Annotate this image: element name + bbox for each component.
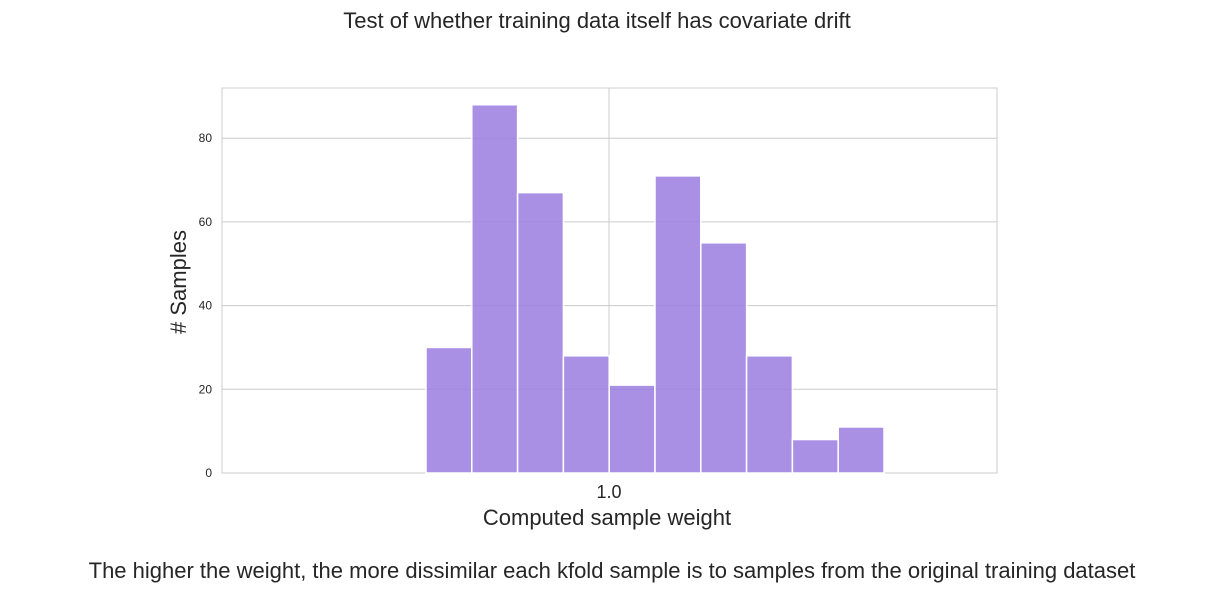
histogram-bar-6 [654, 175, 702, 474]
y-tick-label: 0 [205, 466, 212, 480]
y-tick-label: 40 [199, 299, 213, 313]
histogram-bar-3 [516, 191, 565, 474]
histogram-bars [425, 103, 885, 474]
y-tick-label: 20 [199, 382, 213, 396]
histogram-bar-10 [837, 426, 885, 474]
histogram-bar-4 [562, 355, 610, 474]
histogram-bar-7 [700, 242, 748, 474]
histogram-bar-9 [791, 438, 839, 474]
x-tick-label-1-0: 1.0 [596, 482, 621, 502]
histogram-bar-8 [745, 355, 794, 474]
histogram-bar-5 [608, 384, 656, 474]
chart-title: Test of whether training data itself has… [343, 8, 850, 33]
chart-caption: The higher the weight, the more dissimil… [89, 558, 1136, 583]
x-axis-label: Computed sample weight [483, 505, 731, 530]
histogram-bar-2 [471, 103, 519, 474]
histogram-bar-1 [425, 346, 473, 474]
y-tick-label: 60 [199, 215, 213, 229]
y-tick-label: 80 [199, 131, 213, 145]
y-axis-label: # Samples [166, 230, 191, 334]
y-tick-labels: 0 20 40 60 80 [199, 131, 213, 480]
